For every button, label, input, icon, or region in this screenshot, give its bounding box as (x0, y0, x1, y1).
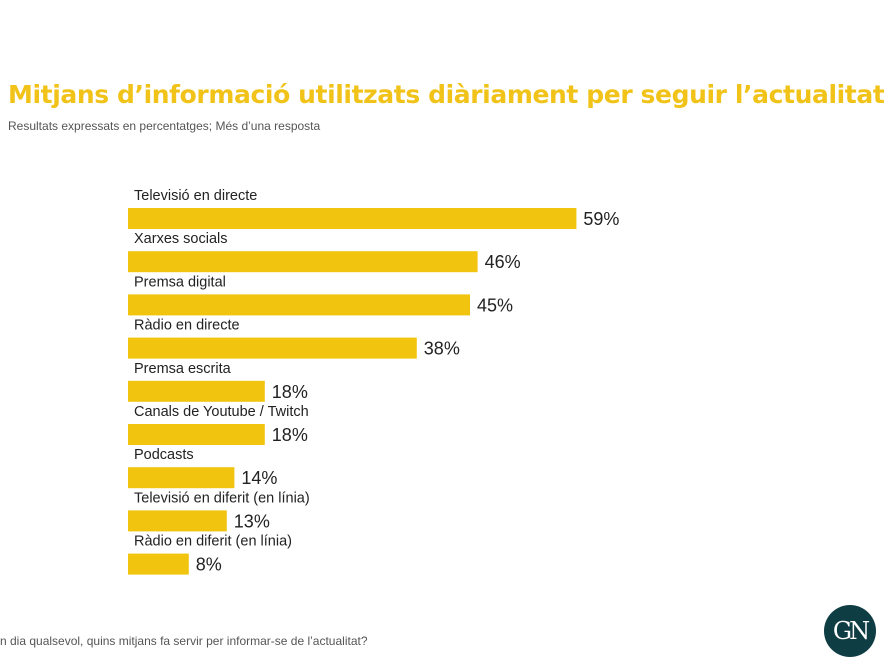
value-label: 18% (272, 425, 308, 445)
bar (128, 424, 265, 445)
value-label: 13% (234, 511, 270, 531)
category-label: Xarxes socials (134, 231, 227, 247)
value-label: 59% (583, 209, 619, 229)
bar-chart: Televisió en directe 59% Xarxes socials 46%… (128, 188, 619, 575)
logo-text: GN (832, 617, 870, 645)
bar (128, 294, 470, 316)
category-label: Televisió en diferit (en línia) (134, 490, 310, 506)
category-label: Podcasts (134, 447, 194, 463)
value-label: 45% (477, 295, 513, 315)
value-label: 8% (196, 555, 222, 575)
value-label: 18% (272, 382, 308, 402)
category-label: Premsa escrita (134, 361, 232, 377)
value-label: 14% (241, 468, 277, 488)
value-label: 38% (424, 339, 460, 359)
category-label: Televisió en directe (134, 188, 257, 204)
publisher-logo: GN (824, 605, 876, 657)
bar (128, 337, 417, 359)
bar (128, 467, 235, 489)
value-label: 46% (485, 252, 521, 272)
chart-title: Mitjans d’informació utilitzats diàriame… (8, 80, 884, 109)
bar (128, 380, 265, 402)
category-label: Premsa digital (134, 274, 226, 290)
category-label: Ràdio en directe (134, 318, 240, 334)
bar (128, 510, 227, 532)
bar (128, 553, 189, 575)
bar (128, 208, 577, 229)
chart-subtitle: Resultats expressats en percentatges; Mé… (8, 119, 321, 133)
survey-question-footnote: n dia qualsevol, quins mitjans fa servir… (0, 634, 368, 648)
bar (128, 251, 478, 273)
category-label: Canals de Youtube / Twitch (134, 404, 309, 420)
category-label: Ràdio en diferit (en línia) (134, 534, 292, 550)
